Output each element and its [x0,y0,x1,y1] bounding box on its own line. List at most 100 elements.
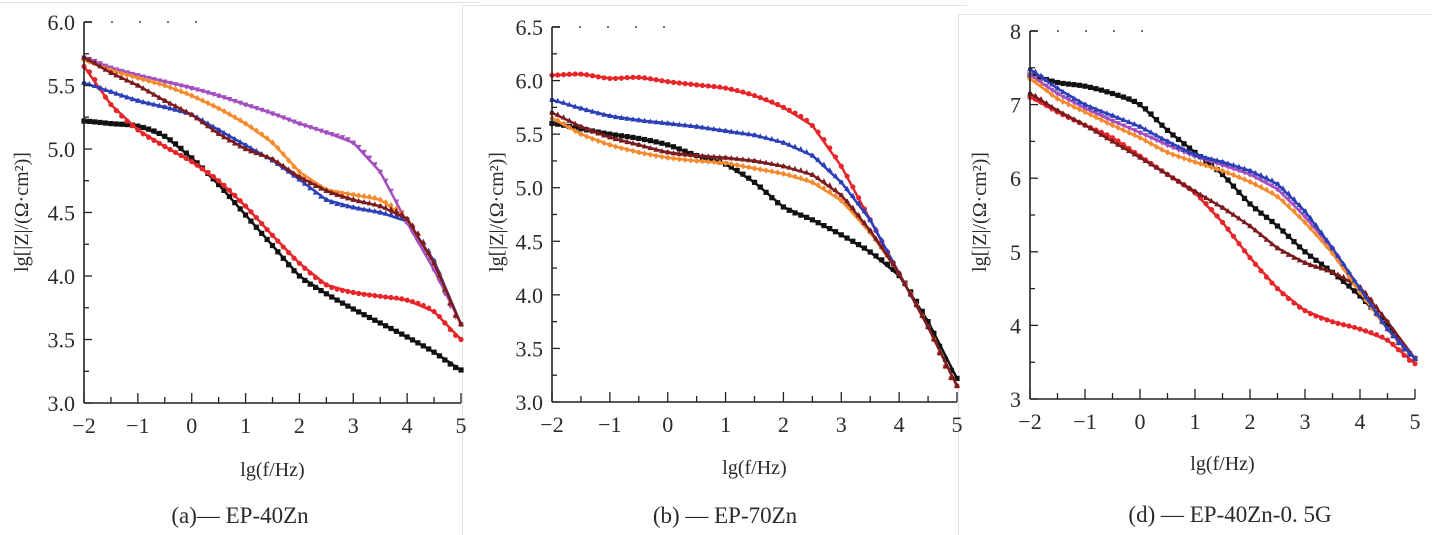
series-red-marker [280,244,286,250]
series-red-marker [345,288,351,295]
series-orange-marker [566,124,572,131]
series-orange-marker [803,176,810,184]
series-black-marker [850,238,856,244]
series-orange-marker [589,135,596,143]
series-brown-marker [156,94,163,100]
series-brown-marker [711,153,717,159]
data-point-red [810,123,815,128]
series-blue-marker [1148,129,1154,135]
series-brown-marker [716,154,723,160]
series-black-marker [226,193,233,200]
series-black-marker [1313,257,1319,263]
series-purple-marker [328,132,335,138]
series-red-marker [1373,332,1380,338]
series-brown-marker [1203,194,1209,200]
series-purple-marker [1159,140,1165,146]
series-red-marker [291,255,297,261]
series-blue-marker [1076,98,1083,104]
series-blue-marker [774,137,781,143]
data-point-red [1330,319,1335,324]
series-blue-marker [815,156,822,162]
data-point-orange [351,192,356,197]
series-orange-marker [124,71,130,79]
series-orange-marker [740,163,746,170]
series-orange-marker [1170,151,1176,158]
series-purple-marker [264,109,270,115]
data-point-black [1220,172,1225,177]
series-brown-marker [1307,261,1314,268]
series-red-marker [682,81,688,87]
series-blue-marker [312,189,319,195]
series-black-marker [1126,96,1132,102]
series-blue-marker [1230,162,1237,168]
series-black-marker [264,236,270,243]
top-dot-artifact [1085,30,1087,32]
series-purple-marker [1093,111,1099,117]
series-red-marker [676,80,682,86]
series-red-marker [232,192,238,199]
series-orange-marker [641,150,648,157]
series-black-marker [1230,183,1237,189]
data-point-black [1247,201,1253,207]
series-brown-marker [436,272,443,278]
series-blue-marker [388,211,394,217]
series-blue-marker [832,172,839,179]
series-red-marker [334,286,340,292]
series-red-marker [178,152,184,158]
series-black-marker [307,281,313,287]
series-purple-marker [307,125,314,131]
series-brown-marker [312,182,319,188]
x-tick-label: 2 [294,413,305,438]
series-black-marker [1131,98,1138,104]
series-blue-marker [172,106,179,112]
series-black-marker [1346,283,1352,289]
series-blue-marker [221,129,227,136]
series-black-marker [86,118,92,125]
series-red-marker [740,89,746,95]
series-orange-marker [140,76,146,83]
series-purple-marker [1153,138,1160,144]
data-point-blue [723,128,728,134]
data-point-blue [1357,286,1363,291]
series-orange-marker [210,102,216,109]
y-tick-label: 4 [1010,313,1021,338]
series-orange-marker [167,84,173,91]
data-point-brown [404,216,410,222]
series-red-marker [124,118,130,124]
series-orange-marker [618,145,625,152]
series-black-marker [113,121,119,127]
series-black-marker [740,171,746,177]
series-orange-marker [827,188,833,195]
data-point-red [108,102,114,107]
series-orange-marker [194,94,200,102]
series-brown-marker [1263,236,1270,242]
series-red-marker [630,74,636,80]
series-black-marker [1087,84,1094,90]
series-blue-marker [1379,318,1385,324]
data-point-brown [162,98,167,103]
series-purple-marker [280,115,287,121]
data-point-orange [636,150,641,155]
series-orange-marker [1269,189,1275,197]
series-black-line [1029,73,1416,360]
series-red-marker [1241,248,1248,254]
series-orange-marker [1060,98,1066,105]
series-brown-marker [1186,184,1193,191]
series-blue-marker [659,119,665,125]
series-purple-marker [1280,191,1286,197]
series-black-marker [682,148,688,154]
series-brown-marker [1043,99,1050,106]
series-brown-marker [757,158,764,164]
series-purple-marker [1230,166,1237,172]
x-tick-label: 1 [240,413,251,438]
series-purple-marker [345,137,351,143]
series-orange-marker [237,117,243,124]
series-black-marker [119,121,125,127]
series-purple-marker [1148,135,1154,141]
series-brown-marker [409,222,416,228]
data-point-black [1302,249,1308,254]
x-tick-label: 5 [952,412,963,437]
series-red-marker [746,91,752,97]
series-blue-marker [1142,126,1149,132]
y-tick-label: 6.5 [516,15,544,40]
